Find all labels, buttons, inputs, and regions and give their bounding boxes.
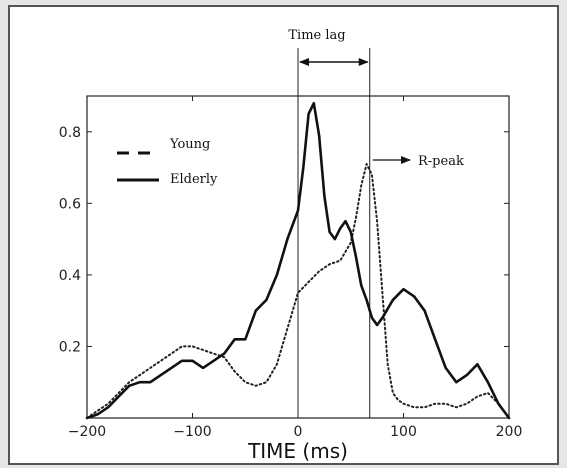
time-lag-guides: [297, 48, 411, 418]
line-chart: −200 −100 0 100 200 0.2 0.4 0.6 0.8 Young Elder…: [59, 28, 523, 463]
x-tick-label: −100: [173, 424, 211, 440]
y-axis: 0.2 0.4 0.6 0.8: [59, 125, 509, 355]
x-axis-label: TIME (ms): [247, 439, 348, 463]
legend-young-label: Young: [169, 137, 210, 152]
series-line-young: [86, 163, 510, 419]
series-line-elderly: [85, 101, 511, 420]
series-lines: [85, 101, 511, 420]
legend-elderly-label: Elderly: [170, 172, 218, 187]
time-lag-label: Time lag: [288, 28, 345, 43]
y-tick-label: 0.6: [59, 196, 81, 212]
y-tick-label: 0.8: [59, 125, 81, 141]
r-peak-label: R-peak: [418, 154, 464, 169]
x-tick-label: −200: [68, 424, 106, 440]
legend: Young Elderly: [117, 137, 218, 187]
y-tick-label: 0.2: [59, 339, 81, 355]
y-tick-label: 0.4: [59, 268, 81, 284]
x-axis: −200 −100 0 100 200: [68, 96, 523, 440]
x-tick-label: 0: [294, 424, 303, 440]
x-tick-label: 200: [496, 424, 523, 440]
figure-panel: −200 −100 0 100 200 0.2 0.4 0.6 0.8 Young Elder…: [8, 5, 559, 465]
x-tick-label: 100: [390, 424, 417, 440]
